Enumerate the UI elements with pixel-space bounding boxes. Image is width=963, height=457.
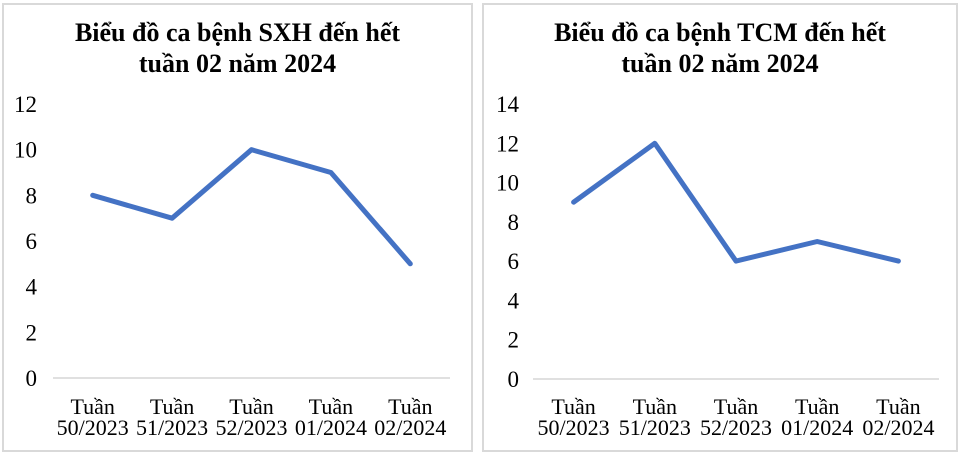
x-axis-category-label-line1: Tuần [150,394,194,419]
x-axis-category-label-line1: Tuần [876,394,920,419]
y-axis-tick-label: 8 [508,210,520,235]
chart-title-sxh-line2: tuần 02 năm 2024 [138,49,337,78]
chart-title-tcm-line2: tuần 02 năm 2024 [621,49,819,78]
x-axis-category-label-line2: 01/2024 [295,415,367,440]
chart-title-sxh-line1: Biểu đồ ca bệnh SXH đến hết [74,18,401,47]
x-axis-category-label-line1: Tuần [714,394,758,419]
chart-title-tcm: Biểu đồ ca bệnh TCM đến hết tuần 02 năm … [484,17,956,79]
chart-panel-sxh: Biểu đồ ca bệnh SXH đến hết tuần 02 năm … [2,3,473,452]
y-axis-tick-label: 12 [14,92,37,117]
x-axis-category-label-line2: 51/2023 [136,415,208,440]
x-axis-category-label-line1: Tuần [70,394,114,419]
y-axis-tick-label: 6 [508,249,520,274]
y-axis-tick-label: 4 [26,275,38,300]
x-axis-category-label-line2: 52/2023 [700,415,772,440]
y-axis-tick-label: 0 [26,366,38,391]
chart-title-tcm-line1: Biểu đồ ca bệnh TCM đến hết [554,18,886,47]
y-axis-tick-label: 14 [496,92,520,117]
x-axis-category-label-line1: Tuần [309,394,353,419]
x-axis-category-label-line1: Tuần [551,394,595,419]
y-axis-tick-label: 10 [496,171,519,196]
y-axis-tick-label: 0 [508,367,520,392]
y-axis-tick-label: 4 [508,288,520,313]
x-axis-category-label-line1: Tuần [795,394,839,419]
y-axis-tick-label: 12 [496,131,519,156]
x-axis-category-label-line2: 52/2023 [215,415,287,440]
x-axis-category-label-line2: 51/2023 [619,415,691,440]
x-axis-category-label-line1: Tuần [633,394,677,419]
tcm-line-chart: 02468101214Tuần50/2023Tuần51/2023Tuần52/… [496,92,939,440]
y-axis-tick-label: 8 [26,183,38,208]
y-axis-tick-label: 2 [508,328,520,353]
y-axis-tick-label: 2 [26,320,38,345]
chart-panel-tcm: Biểu đồ ca bệnh TCM đến hết tuần 02 năm … [482,3,958,452]
x-axis-category-label-line1: Tuần [229,394,273,419]
x-axis-category-label-line1: Tuần [388,394,432,419]
x-axis-category-label-line2: 50/2023 [538,415,610,440]
y-axis-tick-label: 10 [14,138,37,163]
x-axis-category-label-line2: 02/2024 [374,415,446,440]
chart-title-sxh: Biểu đồ ca bệnh SXH đến hết tuần 02 năm … [4,17,471,79]
x-axis-category-label-line2: 02/2024 [862,415,934,440]
series-line [571,140,901,264]
y-axis-tick-label: 6 [26,229,38,254]
x-axis-category-label-line2: 01/2024 [781,415,853,440]
x-axis-category-label-line2: 50/2023 [57,415,129,440]
series-line [90,147,413,267]
sxh-line-chart: 024681012Tuần50/2023Tuần51/2023Tuần52/20… [14,92,450,440]
